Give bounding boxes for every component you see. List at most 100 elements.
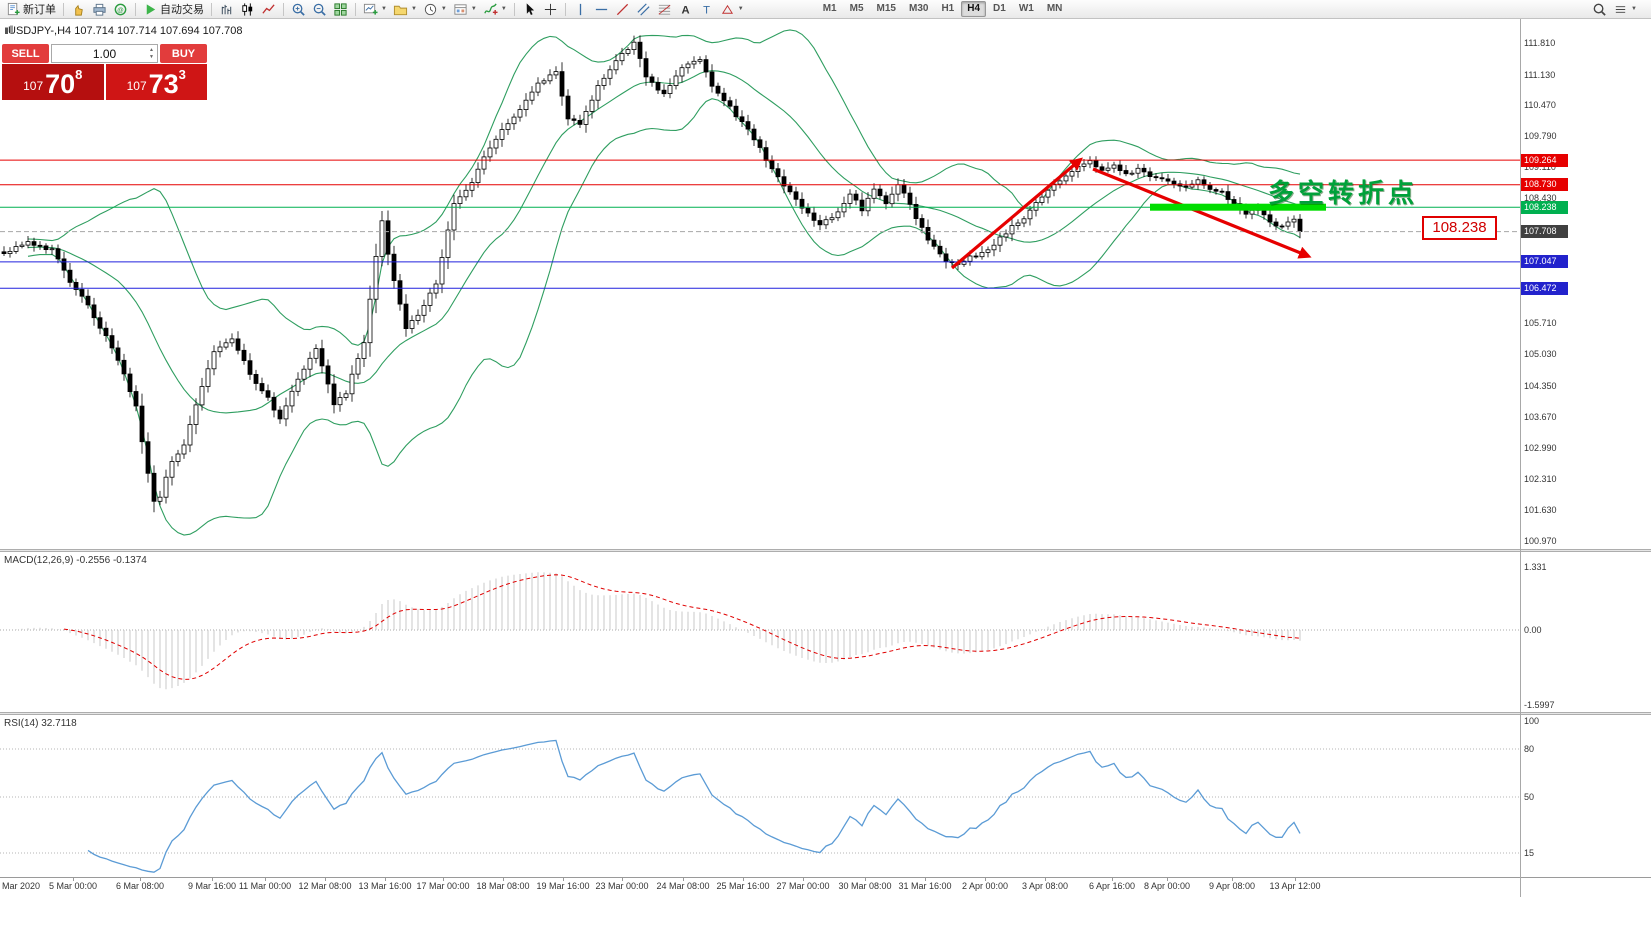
timeframe-button-mn[interactable]: MN bbox=[1046, 3, 1063, 14]
time-axis-tick bbox=[865, 877, 866, 881]
profiles-button[interactable]: ▼ bbox=[390, 1, 420, 18]
timeframe-button-w1[interactable]: W1 bbox=[1018, 3, 1034, 14]
candle-body bbox=[97, 317, 103, 329]
trend-arrow-up[interactable] bbox=[950, 157, 1083, 270]
chart-ohlc-text: USDJPY-,H4 107.714 107.714 107.694 107.7… bbox=[8, 25, 243, 37]
spinner-up-icon[interactable]: ▲ bbox=[149, 46, 154, 53]
candle-body bbox=[733, 105, 739, 118]
timeframe-button-h4[interactable]: H4 bbox=[961, 1, 987, 17]
crosshair-button[interactable] bbox=[540, 1, 561, 18]
price-axis-tick: 111.810 bbox=[1524, 38, 1556, 49]
time-axis-tick bbox=[925, 877, 926, 881]
candle-body bbox=[91, 304, 97, 319]
horizontal-line-button[interactable] bbox=[591, 1, 612, 18]
candle-body bbox=[265, 390, 271, 398]
price-chart-canvas[interactable] bbox=[0, 19, 1651, 549]
candle-body bbox=[565, 95, 571, 120]
candle-body bbox=[151, 472, 157, 502]
trend-arrow-down[interactable] bbox=[1092, 167, 1312, 259]
fibonacci-button[interactable] bbox=[654, 1, 675, 18]
buy-button[interactable]: BUY bbox=[160, 44, 207, 63]
timeframe-button-m1[interactable]: M1 bbox=[822, 3, 837, 14]
time-axis-label: 30 Mar 08:00 bbox=[838, 881, 892, 891]
candle-body bbox=[397, 280, 403, 305]
bar-chart-icon bbox=[219, 2, 234, 17]
candle-body bbox=[391, 253, 397, 281]
price-axis-tick: 105.710 bbox=[1524, 318, 1557, 329]
chevron-down-icon: ▼ bbox=[737, 6, 744, 12]
new-order-button[interactable]: 新订单 bbox=[3, 1, 59, 18]
price-level-marker: 109.264 bbox=[1521, 153, 1568, 167]
sell-price-panel[interactable]: 107 70 8 bbox=[2, 64, 104, 100]
candle-body bbox=[991, 244, 997, 251]
candle-body bbox=[505, 123, 511, 130]
candle-body bbox=[1069, 171, 1075, 177]
timeframe-button-d1[interactable]: D1 bbox=[993, 3, 1006, 14]
zoom-out-button[interactable] bbox=[309, 1, 330, 18]
spinner-down-icon[interactable]: ▼ bbox=[149, 53, 154, 60]
timeframe-button-h1[interactable]: H1 bbox=[941, 3, 955, 14]
channel-button[interactable] bbox=[633, 1, 654, 18]
indicators-button[interactable]: ▼ bbox=[480, 1, 510, 18]
candle-body bbox=[913, 203, 919, 219]
toolbar-separator bbox=[135, 2, 136, 16]
chart-annotation-text[interactable]: 多空转折点 bbox=[1268, 178, 1419, 208]
tile-windows-button[interactable] bbox=[330, 1, 351, 18]
timeframe-button-m5[interactable]: M5 bbox=[849, 3, 864, 14]
templates-button[interactable]: ▼ bbox=[450, 1, 480, 18]
candle-body bbox=[625, 49, 631, 54]
candle-body bbox=[331, 383, 337, 406]
volume-spinner[interactable]: ▲ ▼ bbox=[147, 45, 156, 62]
toolbar-separator bbox=[283, 2, 284, 16]
main-chart-panel: USDJPY-,H4 107.714 107.714 107.694 107.7… bbox=[0, 19, 1651, 549]
candle-body bbox=[1171, 180, 1177, 185]
candle-body bbox=[49, 248, 55, 251]
buy-price-panel[interactable]: 107 73 3 bbox=[105, 64, 207, 100]
candlestick-chart-button[interactable] bbox=[237, 1, 258, 18]
cursor-button[interactable] bbox=[519, 1, 540, 18]
candle-body bbox=[1003, 233, 1009, 238]
vertical-line-button[interactable] bbox=[570, 1, 591, 18]
timeframe-button-m15[interactable]: M15 bbox=[876, 3, 896, 14]
svg-text:@: @ bbox=[117, 6, 124, 13]
play-button[interactable]: 自动交易 bbox=[140, 1, 207, 18]
candle-body bbox=[985, 249, 991, 253]
printer-button[interactable] bbox=[89, 1, 110, 18]
period-button[interactable]: ▼ bbox=[420, 1, 450, 18]
bar-chart-button[interactable] bbox=[216, 1, 237, 18]
zoom-in-button[interactable] bbox=[288, 1, 309, 18]
candle-body bbox=[253, 373, 259, 384]
shapes-icon bbox=[720, 2, 735, 17]
sell-button[interactable]: SELL bbox=[2, 44, 49, 63]
candle-body bbox=[319, 348, 325, 367]
shapes-button[interactable]: ▼ bbox=[717, 1, 747, 18]
candle-body bbox=[7, 250, 13, 254]
volume-field[interactable]: 1.00 ▲ ▼ bbox=[51, 44, 158, 63]
price-axis[interactable] bbox=[1520, 19, 1521, 897]
candle-body bbox=[451, 203, 457, 231]
text-button[interactable]: A bbox=[675, 1, 696, 18]
price-tag-label[interactable]: 108.238 bbox=[1422, 216, 1497, 240]
candle-body bbox=[229, 338, 235, 344]
rsi-chart-canvas[interactable] bbox=[0, 715, 1651, 877]
rsi-axis-tick: 80 bbox=[1524, 744, 1535, 754]
candle-body bbox=[439, 257, 445, 285]
text-label-button[interactable]: T bbox=[696, 1, 717, 18]
line-chart-button[interactable] bbox=[258, 1, 279, 18]
community-button[interactable]: @ bbox=[110, 1, 131, 18]
panel-resize-handle[interactable] bbox=[0, 712, 1651, 715]
time-axis-tick bbox=[325, 877, 326, 881]
panel-resize-handle[interactable] bbox=[0, 549, 1651, 552]
time-axis-label: 27 Mar 00:00 bbox=[776, 881, 830, 891]
options-button[interactable]: ▼ bbox=[1610, 1, 1640, 18]
candle-body bbox=[1297, 218, 1303, 232]
new-chart-button[interactable]: ▼ bbox=[360, 1, 390, 18]
time-axis[interactable] bbox=[0, 877, 1651, 897]
timeframe-button-m30[interactable]: M30 bbox=[908, 3, 929, 14]
candle-body bbox=[211, 351, 217, 370]
trendline-button[interactable] bbox=[612, 1, 633, 18]
macd-chart-canvas[interactable] bbox=[0, 552, 1651, 712]
search-button[interactable] bbox=[1589, 1, 1610, 18]
hand-button[interactable] bbox=[68, 1, 89, 18]
support-highlight-bar[interactable] bbox=[1150, 203, 1326, 211]
